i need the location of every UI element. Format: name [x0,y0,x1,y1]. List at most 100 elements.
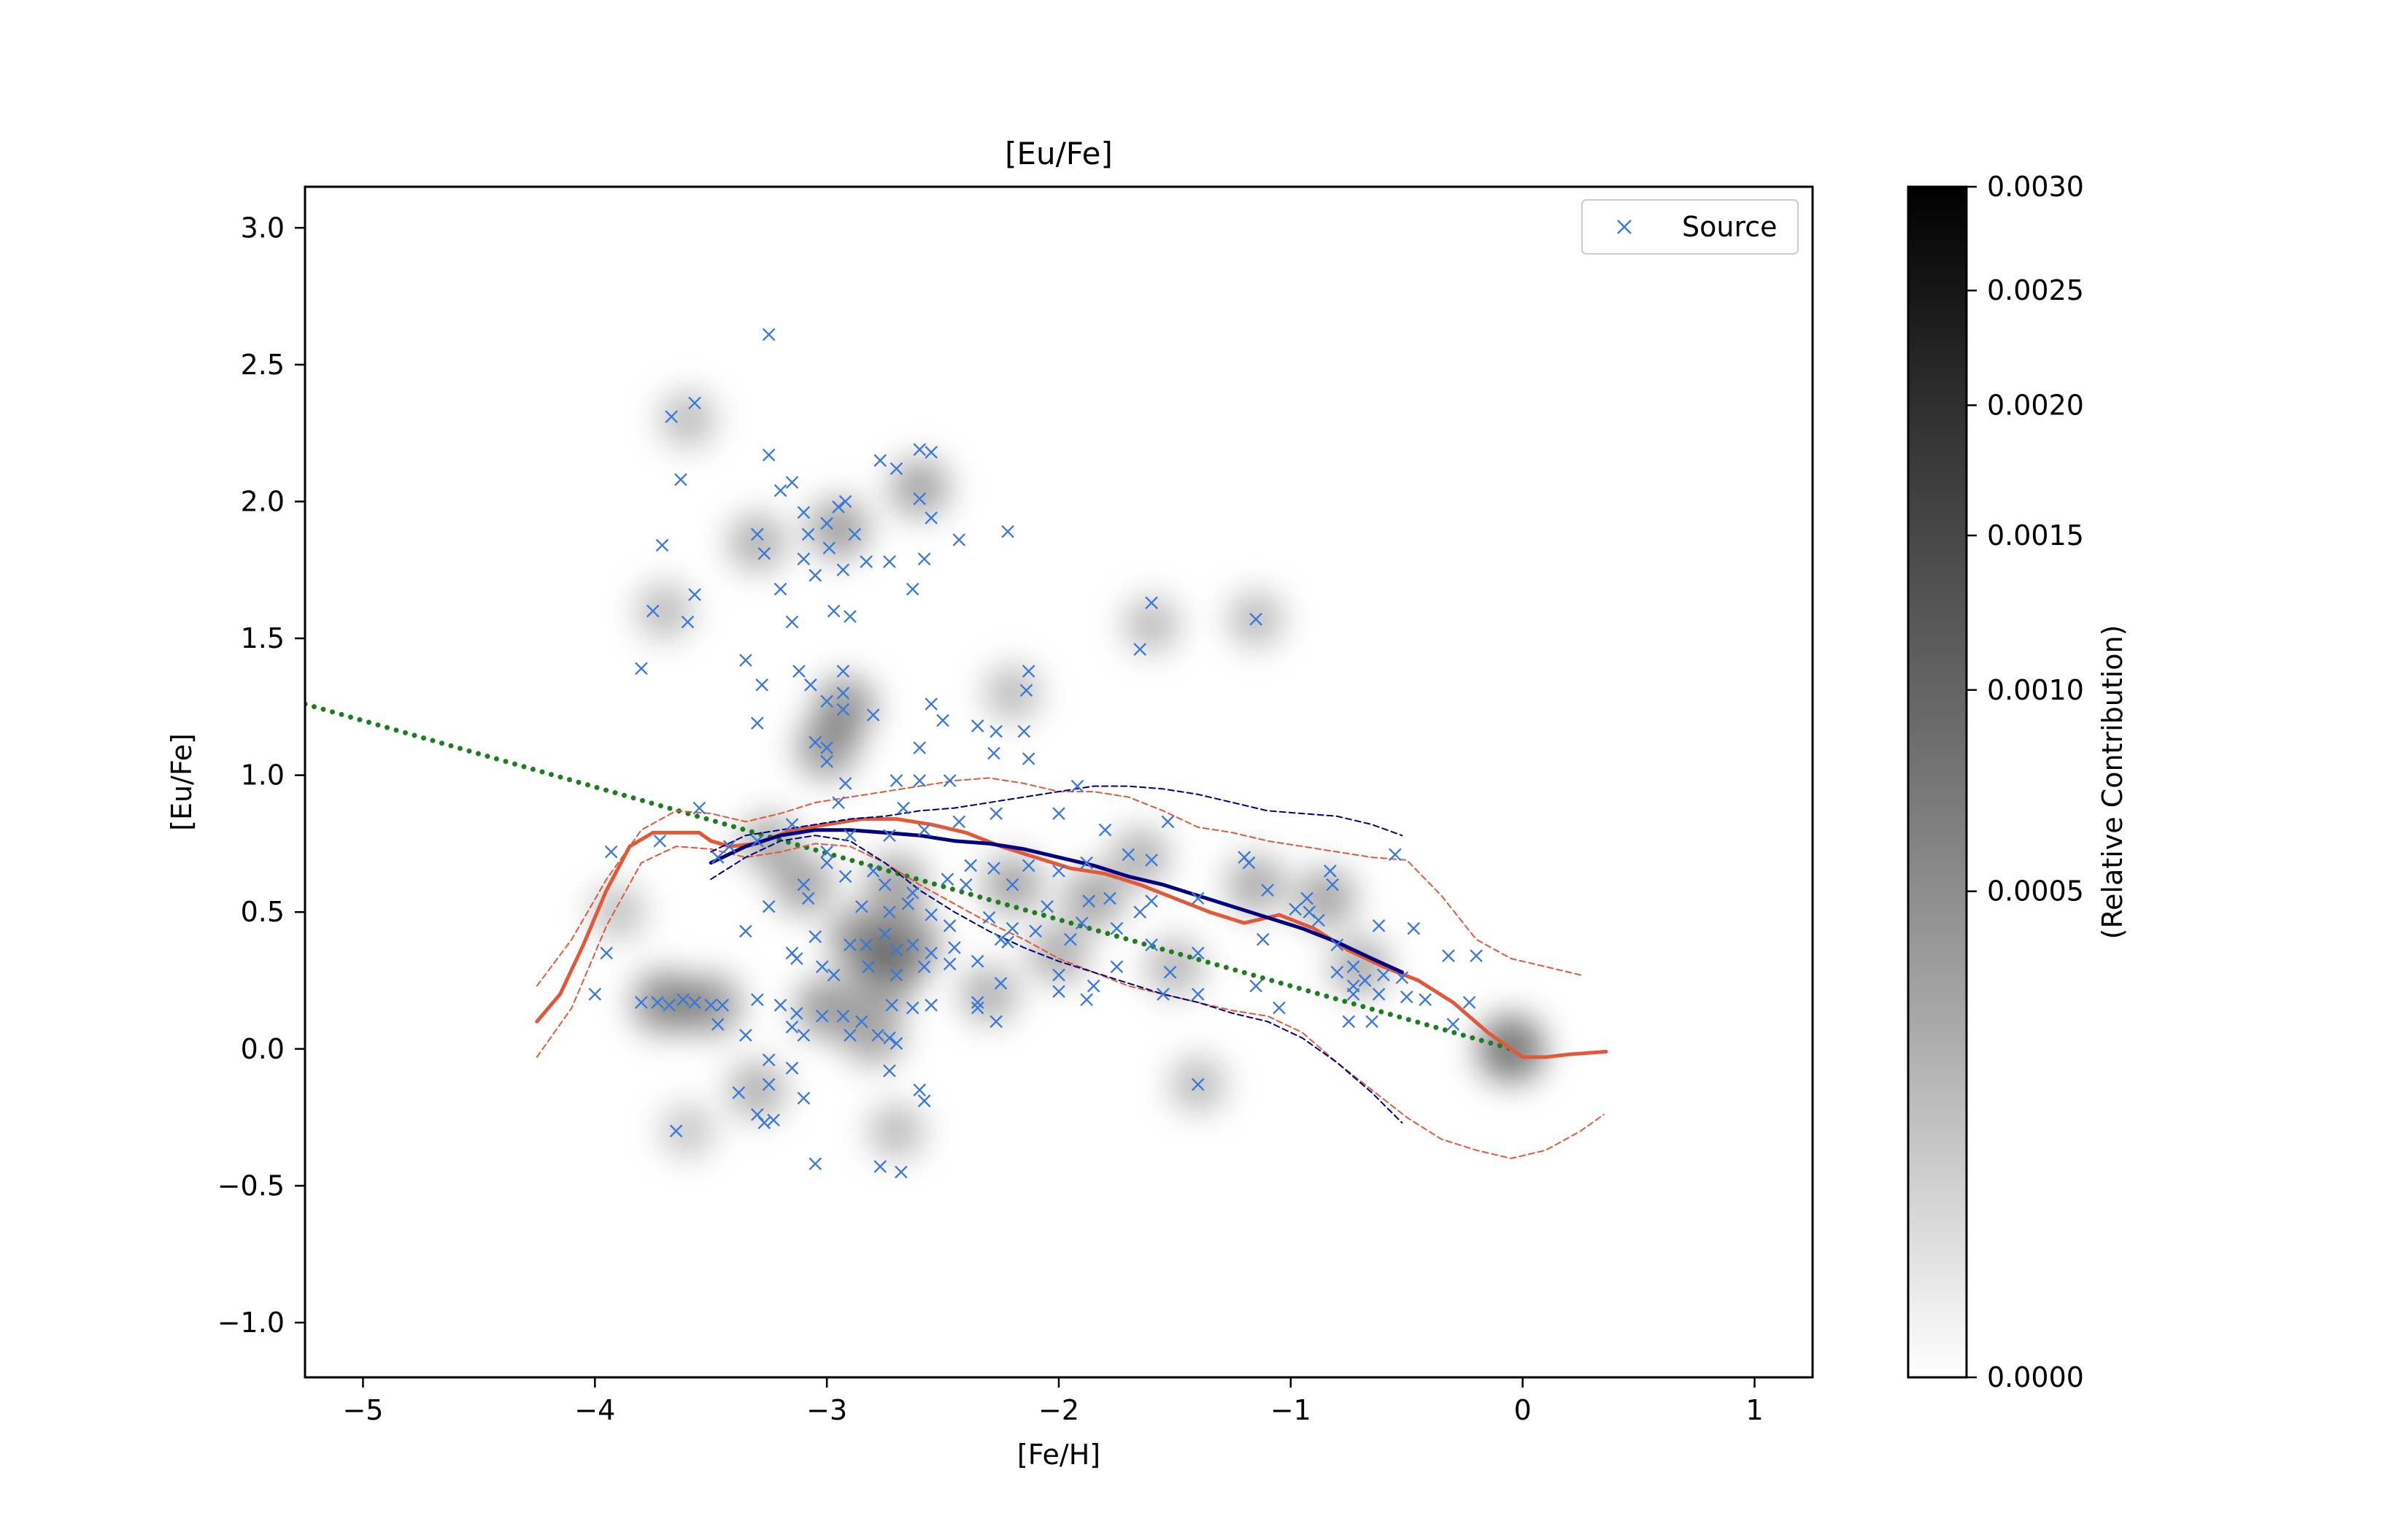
source-point [1256,932,1270,946]
point-stroke [989,807,1003,820]
source-point [1372,987,1386,1001]
source-point [797,552,811,566]
source-point [792,665,806,678]
source-point [844,610,857,623]
point-stroke [925,446,938,459]
source-point [1001,525,1014,538]
point-stroke [635,662,648,676]
source-point [711,851,725,864]
point-stroke [773,998,787,1012]
point-stroke [917,823,931,837]
source-point [943,919,957,932]
source-point [1145,854,1158,867]
source-point [809,735,822,749]
point-stroke [836,563,850,577]
point-stroke [797,1091,811,1105]
point-stroke [688,588,701,601]
source-point [1006,921,1019,935]
source-point [815,960,829,974]
source-point [665,410,679,423]
source-point [836,686,850,700]
density-blob [1029,923,1089,983]
source-point [1191,987,1205,1001]
point-stroke [750,993,764,1007]
source-point [1249,612,1262,626]
point-stroke [1145,596,1158,610]
source-point [1022,859,1035,873]
point-stroke [1462,996,1476,1009]
point-stroke [913,492,927,506]
point-stroke [1075,916,1089,930]
source-point [1110,921,1124,935]
point-stroke [785,476,799,489]
x-axis-label: [Fe/H] [1017,1439,1100,1471]
source-point [1372,919,1386,932]
source-point [1080,856,1093,870]
source-point [885,998,898,1012]
source-point [883,1031,896,1045]
source-point [943,957,957,971]
point-stroke [948,941,961,954]
point-stroke [1052,968,1065,982]
source-point [790,1007,803,1020]
density-blob [1123,596,1180,653]
source-point [1261,883,1274,897]
point-stroke [773,484,787,498]
point-stroke [1110,921,1124,935]
point-stroke [1163,965,1177,979]
source-point [797,506,811,519]
y-tick-label: 0.0 [241,1033,285,1065]
point-stroke [815,1009,829,1023]
source-point [1052,985,1065,998]
point-stroke [1103,891,1116,905]
source-point [750,716,764,730]
point-stroke [1087,979,1100,993]
source-point [1365,1015,1378,1029]
source-point [848,527,862,541]
source-point [838,495,852,508]
point-stroke [1080,856,1093,870]
source-point [994,976,1008,990]
point-stroke [676,993,690,1007]
source-point [943,774,957,787]
source-point [873,1160,887,1173]
source-point [809,568,822,582]
density-blob [1063,868,1124,929]
point-stroke [1365,1015,1378,1029]
source-point [890,462,903,476]
density-blob [636,583,693,639]
source-point [676,993,690,1007]
point-stroke [901,897,915,910]
source-point [895,1165,908,1179]
point-stroke [836,1009,850,1023]
point-stroke [1330,965,1344,979]
source-point [762,1078,776,1091]
source-point [1145,938,1158,952]
point-stroke [917,552,931,566]
source-point [1070,779,1084,793]
point-stroke [883,1031,896,1045]
point-stroke [762,448,776,462]
source-point [773,484,787,498]
point-stroke [600,946,614,960]
point-stroke [1470,949,1483,963]
point-stroke [1052,807,1065,820]
density-blob [1111,828,1170,886]
source-point [883,1064,896,1078]
source-point [987,862,1000,875]
source-point [785,1020,799,1034]
source-point [836,1009,850,1023]
colorbar-tick-label: 0.0020 [1987,389,2084,421]
colorbar-tick-label: 0.0010 [1987,674,2084,706]
point-stroke [836,686,850,700]
point-stroke [890,462,903,476]
point-stroke [970,1001,984,1015]
source-point [669,1124,683,1138]
source-point [925,998,938,1012]
point-stroke [1256,932,1270,946]
source-point [901,897,915,910]
point-stroke [883,1064,896,1078]
source-point [994,932,1008,946]
source-point [716,998,729,1012]
source-point [739,654,752,667]
